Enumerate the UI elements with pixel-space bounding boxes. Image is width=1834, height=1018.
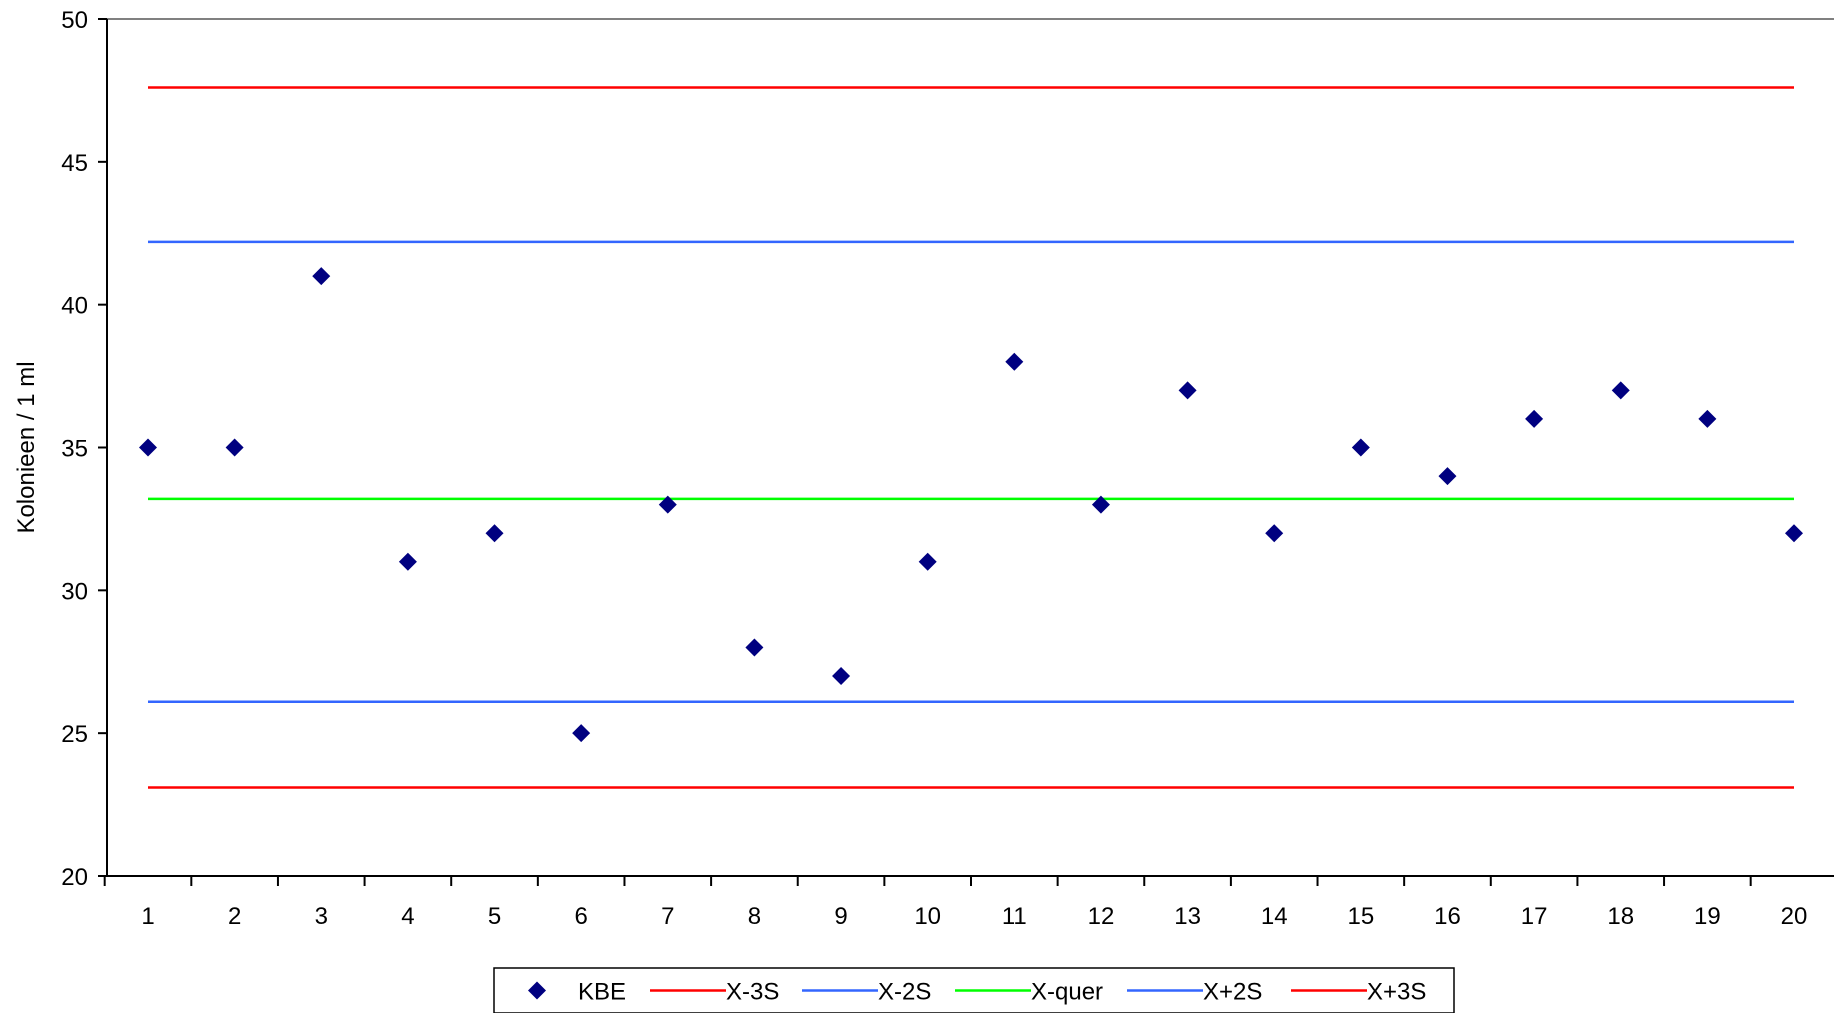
y-tick-label: 20 bbox=[61, 864, 88, 891]
marks bbox=[139, 86, 1803, 789]
x-tick-label: 9 bbox=[834, 903, 847, 930]
data-point bbox=[139, 438, 157, 457]
y-tick-label: 50 bbox=[61, 7, 88, 34]
x-tick-label: 1 bbox=[141, 903, 154, 930]
data-point bbox=[1525, 409, 1544, 428]
legend-label-x-2s: X-2S bbox=[878, 979, 931, 1006]
legend-label-x-quer: X-quer bbox=[1031, 979, 1103, 1006]
y-tick-label: 35 bbox=[61, 436, 88, 463]
data-point bbox=[485, 524, 504, 543]
x-tick-label: 13 bbox=[1174, 903, 1201, 930]
x-tick-label: 15 bbox=[1347, 903, 1374, 930]
data-point bbox=[398, 552, 417, 571]
x-tick-label: 20 bbox=[1781, 903, 1808, 930]
legend-marker-kbe bbox=[528, 981, 546, 1000]
x-tick-label: 11 bbox=[1002, 903, 1027, 930]
data-point bbox=[1091, 495, 1110, 514]
x-tick-label: 16 bbox=[1434, 903, 1461, 930]
x-tick-label: 2 bbox=[228, 903, 241, 930]
x-tick-label: 12 bbox=[1088, 903, 1115, 930]
x-tick-label: 10 bbox=[914, 903, 941, 930]
legend-label-kbe: KBE bbox=[578, 979, 626, 1006]
x-tick-label: 3 bbox=[315, 903, 328, 930]
data-point bbox=[745, 638, 764, 657]
x-tick-label: 5 bbox=[488, 903, 501, 930]
x-tick-label: 19 bbox=[1694, 903, 1721, 930]
data-point bbox=[1178, 381, 1197, 400]
data-point bbox=[1785, 524, 1803, 543]
legend: KBE X-3S X-2S X-quer X+2S X+3S bbox=[493, 967, 1455, 1014]
data-point bbox=[225, 438, 244, 457]
data-point bbox=[1351, 438, 1370, 457]
x-tick-label: 7 bbox=[661, 903, 674, 930]
x-tick-label: 18 bbox=[1607, 903, 1634, 930]
y-tick-label: 40 bbox=[61, 293, 88, 320]
legend-label-x-2s: X+2S bbox=[1203, 979, 1262, 1006]
data-point bbox=[1611, 381, 1630, 400]
data-point bbox=[1005, 352, 1024, 371]
y-tick-label: 45 bbox=[61, 150, 88, 177]
x-tick-label: 4 bbox=[401, 903, 414, 930]
y-axis-label: Kolonieen / 1 ml bbox=[13, 361, 40, 533]
data-point bbox=[918, 552, 937, 571]
x-tick-label: 6 bbox=[574, 903, 587, 930]
x-tick-label: 17 bbox=[1521, 903, 1548, 930]
x-tick-label: 8 bbox=[748, 903, 761, 930]
data-point bbox=[1438, 467, 1457, 486]
legend-label-x-3s: X-3S bbox=[726, 979, 779, 1006]
data-point bbox=[1698, 409, 1717, 428]
data-point bbox=[572, 724, 591, 743]
x-tick-label: 14 bbox=[1261, 903, 1288, 930]
legend-label-x-3s: X+3S bbox=[1367, 979, 1426, 1006]
data-point bbox=[1265, 524, 1284, 543]
data-point bbox=[312, 267, 331, 286]
data-point bbox=[832, 667, 851, 686]
data-point bbox=[658, 495, 677, 514]
y-tick-label: 25 bbox=[61, 721, 88, 748]
y-tick-label: 30 bbox=[61, 578, 88, 605]
